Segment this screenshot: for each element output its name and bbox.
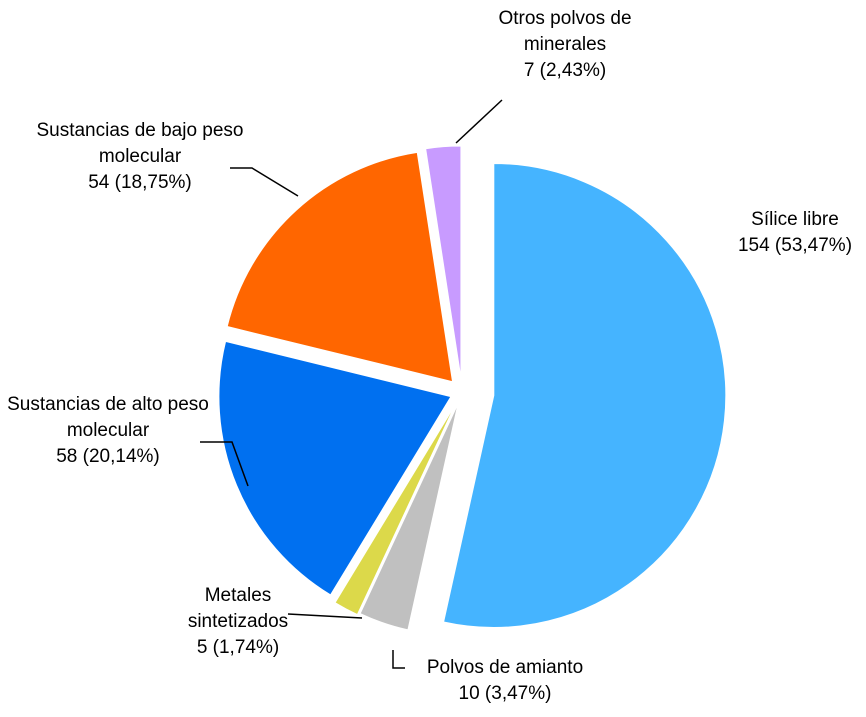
slice-label: Sustancias de alto peso molecular 58 (20,… bbox=[3, 392, 213, 470]
leader-line bbox=[392, 650, 405, 669]
slice-label: Metales sintetizados 5 (1,74%) bbox=[173, 583, 303, 661]
value-label: 58 (20,14%) bbox=[56, 446, 160, 467]
value-label: 5 (1,74%) bbox=[196, 637, 280, 658]
category-label: Polvos de amianto bbox=[426, 657, 584, 678]
category-label: Sílice libre bbox=[751, 209, 839, 230]
category-label: Sustancias de bajo peso molecular bbox=[36, 120, 244, 167]
value-label: 7 (2,43%) bbox=[523, 60, 607, 81]
value-label: 54 (18,75%) bbox=[88, 172, 192, 193]
pie-slice bbox=[226, 151, 454, 383]
leader-line bbox=[455, 99, 503, 144]
pie-slice bbox=[425, 145, 462, 379]
leader-line bbox=[287, 613, 363, 619]
pie-slice bbox=[334, 404, 456, 616]
pie-slice bbox=[218, 340, 452, 596]
pie-slice bbox=[359, 403, 459, 631]
category-label: Metales sintetizados bbox=[187, 585, 289, 632]
leader-line bbox=[200, 441, 249, 487]
leader-line bbox=[230, 167, 299, 197]
pie-slice bbox=[442, 162, 727, 628]
value-label: 10 (3,47%) bbox=[458, 683, 552, 704]
slice-label: Sílice libre 154 (53,47%) bbox=[710, 207, 866, 259]
category-label: Otros polvos de minerales bbox=[498, 8, 632, 55]
slice-label: Polvos de amianto 10 (3,47%) bbox=[395, 655, 615, 707]
value-label: 154 (53,47%) bbox=[737, 235, 853, 256]
slice-label: Otros polvos de minerales 7 (2,43%) bbox=[480, 6, 650, 84]
slice-label: Sustancias de bajo peso molecular 54 (18,… bbox=[35, 118, 245, 196]
category-label: Sustancias de alto peso molecular bbox=[7, 394, 209, 441]
